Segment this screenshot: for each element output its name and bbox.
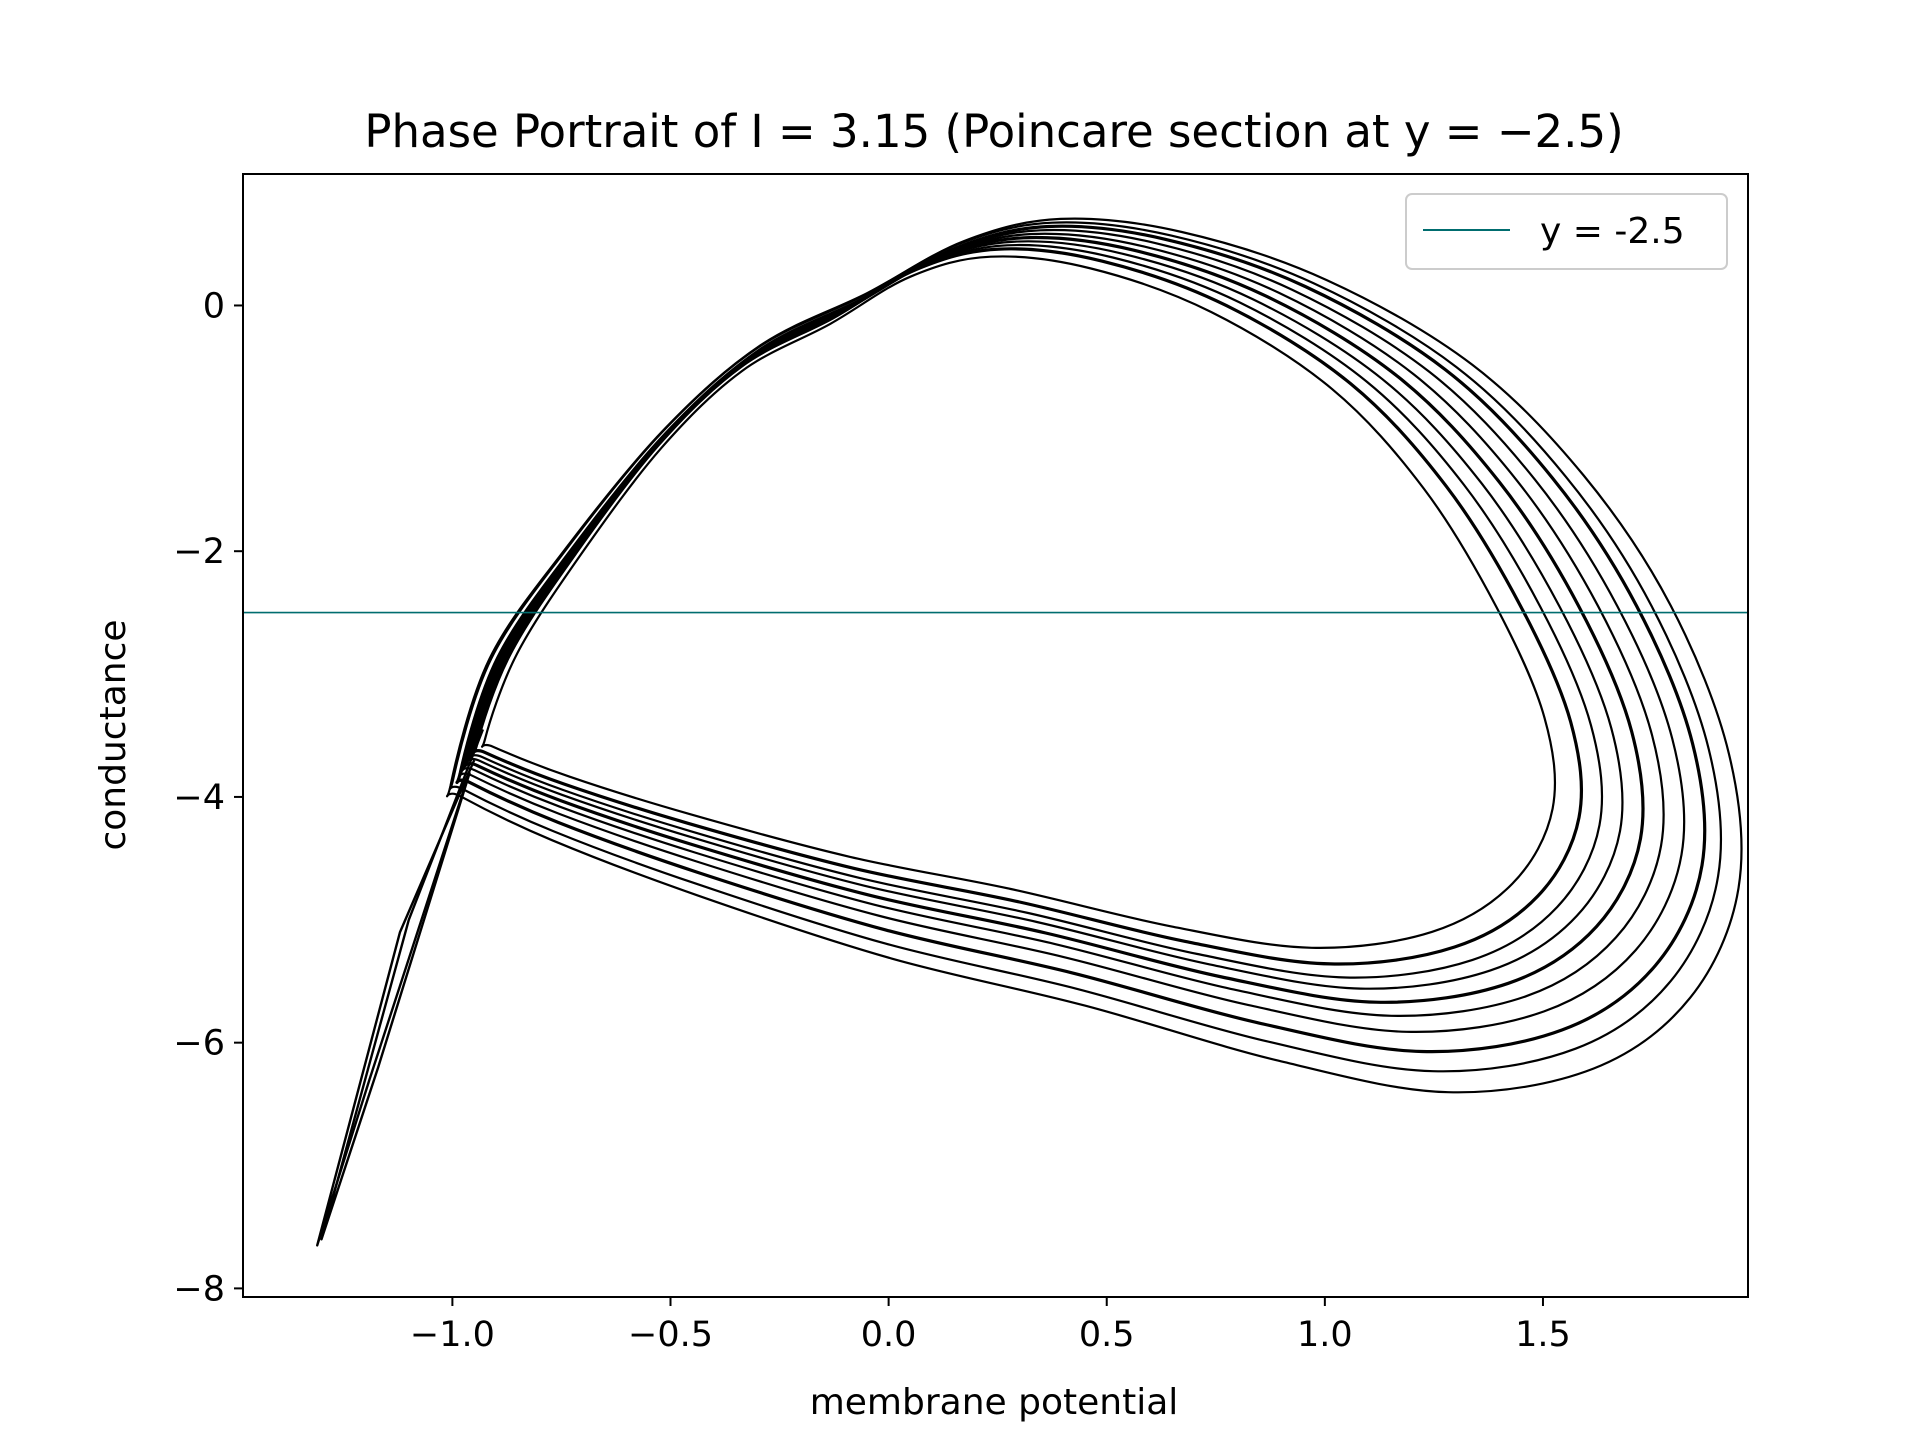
trajectory-loop bbox=[461, 232, 1665, 1017]
trajectory-loop bbox=[466, 240, 1624, 990]
trajectory-loop bbox=[445, 217, 1743, 1094]
y-axis-ticks: 0 −2 −4 −6 −8 bbox=[173, 286, 243, 1309]
x-tick-label: 0.0 bbox=[861, 1315, 917, 1355]
trajectory-loop bbox=[458, 228, 1686, 1033]
y-tick-label: −6 bbox=[173, 1024, 225, 1064]
chart-title: Phase Portrait of I = 3.15 (Poincare sec… bbox=[364, 105, 1623, 158]
y-tick-label: −4 bbox=[173, 778, 225, 818]
trajectory-loop bbox=[469, 243, 1604, 979]
x-tick-label: 1.0 bbox=[1297, 1315, 1353, 1355]
x-axis-ticks: −1.0 −0.5 0.0 0.5 1.0 1.5 bbox=[410, 1297, 1571, 1355]
x-tick-label: 0.5 bbox=[1079, 1315, 1135, 1355]
x-tick-label: −1.0 bbox=[410, 1315, 495, 1355]
y-tick-label: 0 bbox=[203, 286, 225, 326]
legend-label: y = -2.5 bbox=[1540, 211, 1685, 252]
x-tick-label: −0.5 bbox=[628, 1315, 713, 1355]
trajectory-loop bbox=[472, 247, 1584, 966]
plot-frame bbox=[242, 173, 1749, 1298]
legend-box bbox=[1405, 193, 1728, 270]
y-tick-label: −8 bbox=[173, 1269, 225, 1309]
legend: y = -2.5 bbox=[1405, 193, 1728, 270]
trajectory-loop bbox=[463, 235, 1645, 1004]
x-axis-label: membrane potential bbox=[810, 1382, 1179, 1423]
x-tick-label: 1.5 bbox=[1515, 1315, 1571, 1355]
y-axis-label: conductance bbox=[93, 619, 134, 850]
plot-layer bbox=[243, 217, 1748, 1247]
trajectory-loop bbox=[480, 255, 1557, 949]
trajectory-loop bbox=[455, 224, 1707, 1054]
trajectory-spike bbox=[316, 759, 476, 1247]
y-tick-label: −2 bbox=[173, 532, 225, 572]
